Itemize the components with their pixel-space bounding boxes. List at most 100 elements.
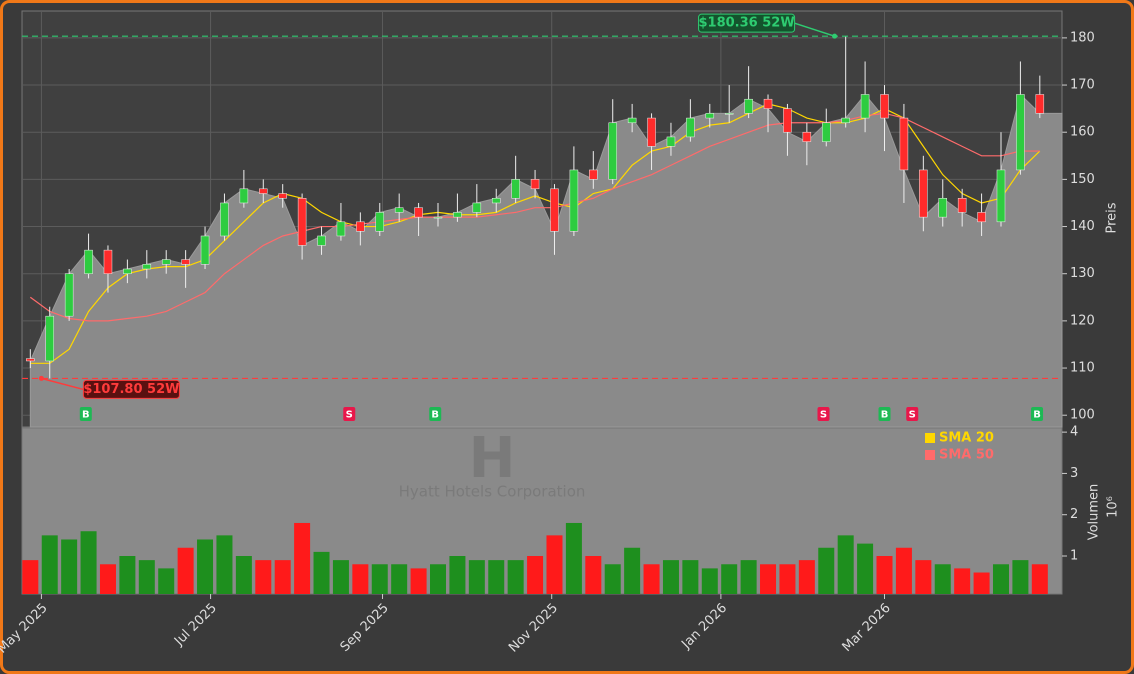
candle-body xyxy=(647,117,656,147)
volume-bar xyxy=(352,564,369,594)
y-tick-label: 150 xyxy=(1070,172,1095,187)
volume-bar xyxy=(294,522,311,594)
candle-body xyxy=(472,202,482,213)
volume-bar xyxy=(701,568,718,594)
candle-body xyxy=(26,358,35,362)
volume-bar xyxy=(1012,560,1029,594)
candle-body xyxy=(200,235,210,265)
candle-body xyxy=(608,122,617,180)
volume-bar xyxy=(740,560,757,594)
volume-bar xyxy=(255,560,272,594)
candle-body xyxy=(220,202,229,237)
volume-bar xyxy=(837,535,854,594)
volume-bar xyxy=(643,564,660,594)
candle-body xyxy=(686,117,695,138)
signal-label: B xyxy=(431,410,439,421)
candle-body xyxy=(414,207,423,218)
candle-body xyxy=(84,249,93,274)
legend-label: SMA 50 xyxy=(939,448,994,463)
candle-body xyxy=(744,98,753,114)
volume-bar xyxy=(915,560,932,594)
candle-body xyxy=(569,169,579,232)
annotation-arrow xyxy=(794,22,835,37)
y-tick-label: 120 xyxy=(1070,313,1095,328)
legend-label: SMA 20 xyxy=(939,431,994,446)
candle-body xyxy=(860,94,870,119)
volume-bar xyxy=(857,543,874,594)
volume-bar xyxy=(604,564,621,594)
y-tick-label: 2 xyxy=(1070,507,1078,522)
volume-bar xyxy=(721,564,738,594)
volume-bar xyxy=(546,535,563,594)
y-tick-label: 4 xyxy=(1070,425,1078,440)
volume-bar xyxy=(895,547,912,594)
volume-bar xyxy=(80,531,97,594)
candle-body xyxy=(822,122,831,142)
candle-body xyxy=(123,268,132,274)
y-tick-label: 3 xyxy=(1070,466,1078,481)
candle-body xyxy=(550,188,559,232)
candle-body xyxy=(45,315,54,362)
y-axis-label: Preis xyxy=(1105,202,1120,233)
candle-body xyxy=(394,207,404,213)
annotation-point xyxy=(832,33,838,39)
candle-body xyxy=(783,108,792,133)
volume-bar xyxy=(449,556,466,594)
signal-marker xyxy=(1031,407,1044,421)
volume-bar xyxy=(760,564,777,594)
annotation-box xyxy=(698,13,796,33)
candle-body xyxy=(763,98,773,109)
candle-body xyxy=(142,264,152,270)
volume-bar xyxy=(818,547,835,594)
annotation-arrow xyxy=(41,377,84,391)
candle-body xyxy=(453,212,462,218)
volume-bar xyxy=(468,560,485,594)
candle-body xyxy=(511,179,520,199)
annotation-box xyxy=(82,379,180,399)
chart-subtitle: Hyatt Hotels Corporation xyxy=(399,483,586,501)
volume-bar xyxy=(177,547,194,594)
candle-body xyxy=(356,221,365,232)
candle-body xyxy=(491,197,501,204)
volume-bar xyxy=(527,556,544,594)
y-tick-label: 170 xyxy=(1070,78,1095,93)
candle-body xyxy=(278,193,287,199)
volume-bar xyxy=(216,535,233,594)
candle-body xyxy=(530,179,540,190)
volume-bar xyxy=(138,560,155,594)
candle-body xyxy=(259,188,268,194)
candle-body xyxy=(64,273,74,317)
candle-body xyxy=(977,212,986,223)
volume-bar xyxy=(682,560,699,594)
candle-body xyxy=(103,249,113,274)
sma-line xyxy=(29,112,1040,322)
annotation-label: $107.80 52W xyxy=(83,382,179,397)
y-tick-label: 110 xyxy=(1070,361,1095,376)
candle-body xyxy=(239,188,249,204)
volume-bar xyxy=(507,560,524,594)
volume-bar xyxy=(332,560,349,594)
candle-body xyxy=(919,169,928,218)
volume-bar xyxy=(430,564,446,594)
candle-body xyxy=(375,212,385,232)
volume-bar xyxy=(99,564,116,594)
candle-body xyxy=(1016,94,1025,171)
volume-bar xyxy=(371,564,388,594)
candle-body xyxy=(802,131,812,142)
signal-label: B xyxy=(82,410,90,421)
volume-bar xyxy=(391,564,408,594)
volume-bar xyxy=(1031,564,1048,594)
candle-body xyxy=(705,113,715,119)
signal-marker xyxy=(878,407,891,421)
volume-bar xyxy=(934,564,951,594)
volume-bar xyxy=(662,560,679,594)
volume-bar xyxy=(158,568,175,594)
y-tick-label: 140 xyxy=(1070,219,1095,234)
volume-bar xyxy=(410,568,427,594)
chart-title: H xyxy=(469,426,516,491)
candle-body xyxy=(589,169,598,180)
y-tick-label: 1 xyxy=(1070,549,1078,564)
candle-body xyxy=(938,197,947,218)
legend-swatch xyxy=(925,450,935,460)
